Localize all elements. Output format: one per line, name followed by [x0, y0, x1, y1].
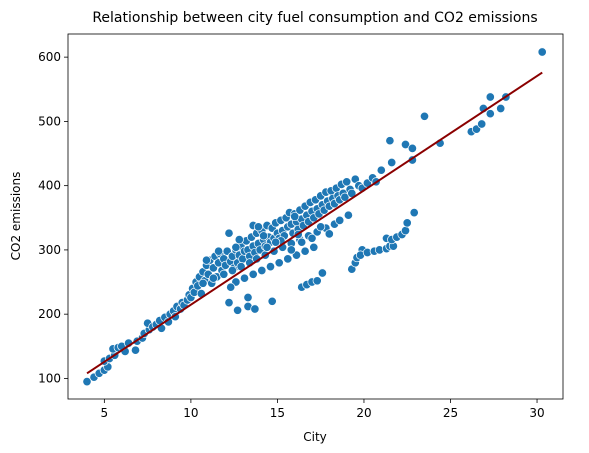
x-tick-label: 5 [101, 406, 109, 420]
data-point [82, 377, 92, 387]
data-point [224, 298, 234, 308]
data-point [198, 278, 208, 288]
data-point [267, 296, 277, 306]
y-tick-label: 200 [38, 307, 61, 321]
data-point [376, 165, 386, 175]
data-point [335, 215, 345, 225]
data-point [227, 265, 237, 276]
y-axis-label: CO2 emissions [9, 172, 23, 261]
data-point [257, 265, 267, 276]
plot-area [67, 33, 564, 400]
x-tick-label: 30 [529, 406, 544, 420]
data-point [387, 157, 397, 168]
data-point [312, 276, 322, 286]
x-tick-label: 10 [183, 406, 198, 420]
data-point [208, 273, 218, 283]
y-tick-label: 600 [38, 50, 61, 64]
data-point [265, 262, 276, 272]
x-tick-label: 25 [443, 406, 458, 420]
y-tick-label: 400 [38, 179, 61, 193]
data-point [343, 210, 353, 220]
data-point [259, 231, 269, 241]
y-tick-label: 100 [38, 371, 61, 385]
data-point [407, 143, 417, 153]
data-point [342, 177, 352, 187]
data-point [537, 47, 547, 57]
data-point [419, 111, 430, 121]
data-point [214, 246, 224, 256]
y-tick-label: 500 [38, 114, 61, 128]
data-point [271, 237, 281, 247]
data-point [253, 222, 263, 232]
data-point [201, 255, 212, 265]
data-point [496, 103, 506, 114]
data-point [234, 235, 244, 245]
data-point [274, 258, 284, 268]
data-point [239, 273, 250, 283]
data-point [400, 139, 411, 150]
data-point [485, 109, 495, 119]
data-point [262, 242, 272, 252]
y-tick-label: 300 [38, 243, 61, 257]
data-point [477, 119, 487, 129]
plot-frame [67, 33, 564, 400]
data-point [402, 218, 412, 228]
x-axis: 5 10 15 20 25 30 [101, 399, 545, 420]
y-axis: 100 200 300 400 500 600 [38, 50, 68, 385]
data-point [226, 282, 236, 292]
x-tick-label: 15 [270, 406, 285, 420]
data-point [400, 226, 411, 236]
data-point [250, 304, 260, 314]
regression-line [86, 71, 543, 375]
x-axis-label: City [303, 430, 327, 444]
data-point [290, 211, 300, 222]
data-point [300, 246, 310, 256]
data-point [243, 292, 253, 303]
data-point [130, 345, 141, 355]
data-point [485, 92, 495, 102]
data-points [82, 47, 547, 387]
chart-title: Relationship between city fuel consumpti… [92, 10, 537, 26]
data-point [224, 228, 234, 238]
data-point [286, 245, 296, 255]
x-tick-label: 20 [356, 406, 371, 420]
data-point [219, 269, 229, 279]
data-point [317, 268, 327, 278]
data-point [307, 233, 317, 243]
data-point [283, 254, 293, 264]
data-point [233, 305, 243, 315]
data-point [324, 229, 334, 239]
data-point [309, 242, 319, 252]
data-point [316, 222, 326, 232]
data-point [297, 237, 307, 247]
data-point [248, 269, 258, 279]
data-point [385, 136, 395, 146]
data-point [231, 242, 241, 252]
data-point [340, 192, 350, 202]
data-point [409, 208, 419, 218]
